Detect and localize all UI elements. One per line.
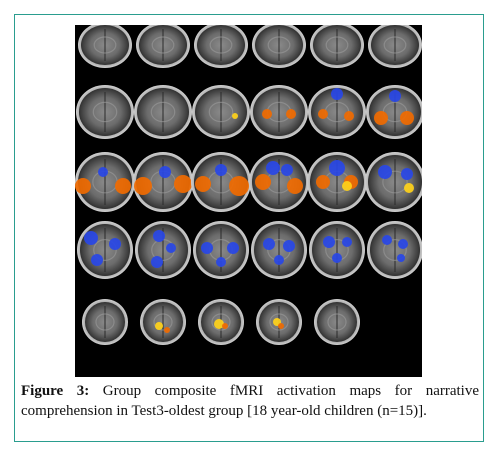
brain-slice [77, 221, 133, 279]
negative-activation-blob [274, 255, 284, 265]
negative-activation-blob [216, 257, 226, 267]
positive-activation-blob [174, 175, 192, 193]
brain-slice [307, 152, 367, 212]
brain-slice [251, 221, 307, 279]
brain-slice [192, 85, 250, 139]
brain-slice [309, 221, 365, 279]
brain-slice [368, 25, 422, 68]
brain-slice [249, 152, 309, 212]
negative-activation-blob [342, 237, 352, 247]
negative-activation-blob [401, 168, 413, 180]
negative-activation-blob [331, 88, 343, 100]
brain-slice [198, 299, 244, 345]
brain-slice [191, 152, 251, 212]
negative-activation-blob [389, 90, 401, 102]
brain-slice [134, 85, 192, 139]
negative-activation-blob [201, 242, 213, 254]
brain-slice [140, 299, 186, 345]
positive-activation-blob [318, 109, 328, 119]
brain-slice [194, 25, 248, 68]
negative-activation-blob [323, 236, 335, 248]
negative-activation-blob [266, 161, 280, 175]
positive-activation-blob [286, 109, 296, 119]
negative-activation-blob [98, 167, 108, 177]
brain-slice [310, 25, 364, 68]
negative-activation-blob [153, 230, 165, 242]
positive-activation-blob [115, 178, 131, 194]
brain-slice [250, 85, 308, 139]
negative-activation-blob [263, 238, 275, 250]
negative-activation-blob [215, 164, 227, 176]
brain-slice [133, 152, 193, 212]
brain-slice [252, 25, 306, 68]
negative-activation-blob [283, 240, 295, 252]
figure-label: Figure 3: [21, 383, 90, 399]
positive-activation-blob [278, 323, 284, 329]
negative-activation-blob [332, 253, 342, 263]
negative-activation-blob [109, 238, 121, 250]
negative-activation-blob [398, 239, 408, 249]
negative-activation-blob [84, 231, 98, 245]
positive-activation-blob [232, 113, 238, 119]
fmri-slice-montage [75, 25, 422, 377]
brain-slice [314, 299, 360, 345]
figure-caption: Figure 3: Group composite fMRI activatio… [21, 381, 479, 421]
negative-activation-blob [397, 254, 405, 262]
negative-activation-blob [329, 160, 345, 176]
negative-activation-blob [166, 243, 176, 253]
positive-activation-blob [229, 176, 249, 196]
positive-activation-blob [400, 111, 414, 125]
brain-slice [367, 221, 422, 279]
positive-activation-blob [214, 319, 224, 329]
positive-activation-blob [75, 178, 91, 194]
negative-activation-blob [378, 165, 392, 179]
figure-container: Figure 3: Group composite fMRI activatio… [14, 14, 484, 442]
negative-activation-blob [227, 242, 239, 254]
brain-slice [193, 221, 249, 279]
positive-activation-blob [195, 176, 211, 192]
brain-slice [78, 25, 132, 68]
positive-activation-blob [287, 178, 303, 194]
positive-activation-blob [255, 174, 271, 190]
positive-activation-blob [316, 175, 330, 189]
positive-activation-blob [134, 177, 152, 195]
positive-activation-blob [155, 322, 163, 330]
brain-slice [308, 85, 366, 139]
negative-activation-blob [281, 164, 293, 176]
negative-activation-blob [91, 254, 103, 266]
positive-activation-blob [342, 181, 352, 191]
brain-slice [135, 221, 191, 279]
positive-activation-blob [262, 109, 272, 119]
positive-activation-blob [222, 323, 228, 329]
negative-activation-blob [159, 166, 171, 178]
positive-activation-blob [374, 111, 388, 125]
brain-slice [82, 299, 128, 345]
positive-activation-blob [164, 327, 170, 333]
brain-slice [256, 299, 302, 345]
negative-activation-blob [382, 235, 392, 245]
brain-slice [76, 85, 134, 139]
brain-slice [366, 85, 422, 139]
brain-slice [365, 152, 422, 212]
negative-activation-blob [151, 256, 163, 268]
brain-slice [136, 25, 190, 68]
positive-activation-blob [344, 111, 354, 121]
brain-slice [75, 152, 135, 212]
positive-activation-blob [404, 183, 414, 193]
caption-text: Group composite fMRI activation maps for… [21, 383, 479, 419]
